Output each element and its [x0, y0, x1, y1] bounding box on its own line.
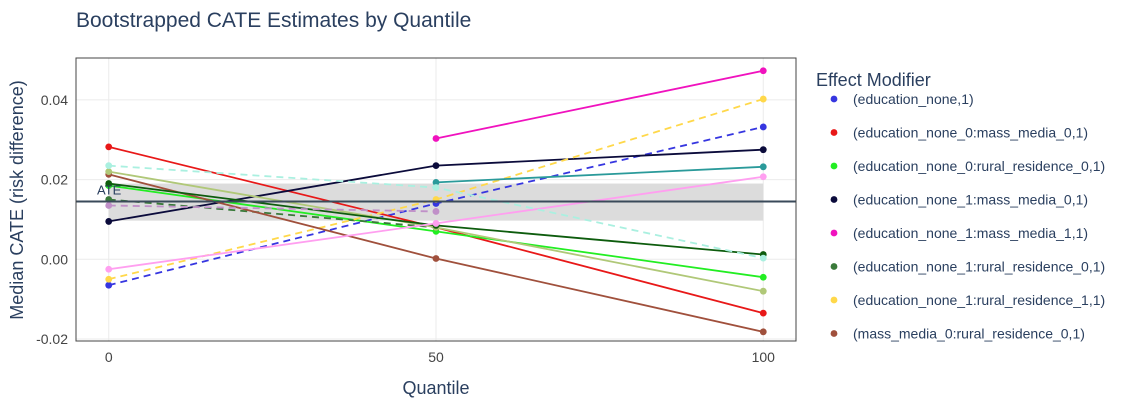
data-point[interactable]: [432, 162, 440, 170]
data-point[interactable]: [105, 143, 113, 151]
data-point[interactable]: [105, 162, 113, 170]
data-point[interactable]: [759, 146, 767, 154]
plot-border: [75, 57, 797, 342]
data-point[interactable]: [105, 168, 113, 175]
data-point[interactable]: [759, 328, 767, 336]
legend-marker: [830, 229, 838, 237]
legend-label: (education_none_1:mass_media_1,1): [853, 225, 1088, 241]
data-point[interactable]: [432, 220, 440, 227]
data-point[interactable]: [759, 123, 767, 131]
legend-item[interactable]: (education_none_1:rural_residence_1,1): [830, 292, 1106, 308]
series-line-13: [108, 204, 437, 213]
legend-label: (education_none_0:mass_media_0,1): [853, 125, 1088, 141]
data-point[interactable]: [759, 163, 767, 171]
x-tick-label: 0: [105, 349, 113, 365]
x-axis-title: Quantile: [402, 378, 469, 398]
series-12: [105, 162, 767, 262]
x-tick-label: 100: [752, 349, 776, 365]
data-point[interactable]: [105, 281, 113, 289]
legend-label: (education_none_1:rural_residence_1,1): [853, 292, 1105, 308]
data-point[interactable]: [432, 184, 440, 191]
legend-marker: [830, 196, 838, 203]
data-point[interactable]: [759, 254, 767, 262]
legend-item[interactable]: (education_none_1:mass_media_1,1): [830, 225, 1088, 241]
data-point[interactable]: [759, 95, 767, 103]
y-tick-label: 0.00: [41, 251, 68, 267]
ate-label: ATE: [97, 182, 122, 197]
legend-label: (mass_media_0:rural_residence_0,1): [853, 326, 1085, 342]
legend-marker: [830, 296, 838, 304]
data-point[interactable]: [759, 273, 767, 281]
chart-title: Bootstrapped CATE Estimates by Quantile: [76, 9, 471, 32]
legend-label: (education_none_1:mass_media_0,1): [853, 192, 1088, 208]
data-point[interactable]: [105, 180, 113, 187]
legend-item[interactable]: (education_none_0:rural_residence_0,1): [830, 158, 1106, 174]
series-line-4: [435, 69, 764, 140]
data-point[interactable]: [432, 178, 440, 186]
data-point[interactable]: [105, 202, 113, 209]
data-point[interactable]: [105, 218, 113, 225]
data-point[interactable]: [432, 208, 440, 215]
series-line-10: [435, 165, 764, 184]
data-point[interactable]: [105, 265, 113, 273]
y-tick-label: 0.04: [41, 92, 68, 108]
data-point[interactable]: [759, 67, 767, 75]
data-point[interactable]: [432, 255, 440, 262]
series-10: [432, 163, 767, 186]
legend-item[interactable]: (education_none_1:mass_media_0,1): [830, 192, 1088, 208]
legend-marker: [830, 162, 838, 170]
series-line-5: [108, 198, 437, 229]
data-point[interactable]: [759, 287, 767, 295]
legend-item[interactable]: (education_none_1:rural_residence_0,1): [830, 259, 1106, 275]
data-point[interactable]: [432, 135, 440, 142]
series-11: [105, 173, 767, 273]
legend-marker: [830, 263, 838, 270]
legend-label: (education_none_0:rural_residence_0,1): [853, 158, 1105, 174]
legend-label: (education_none_1:rural_residence_0,1): [853, 259, 1105, 275]
series-13: [105, 202, 440, 215]
legend-item[interactable]: (mass_media_0:rural_residence_0,1): [830, 326, 1085, 342]
legend: Effect Modifier (education_none,1) (educa…: [816, 70, 1105, 342]
legend-label: (education_none,1): [853, 91, 974, 107]
legend-item[interactable]: (education_none,1): [830, 91, 974, 107]
data-point[interactable]: [105, 275, 113, 283]
y-tick-label: 0.02: [41, 172, 68, 188]
legend-title: Effect Modifier: [816, 70, 931, 90]
legend-item[interactable]: (education_none_0:mass_media_0,1): [830, 125, 1088, 141]
legend-marker: [830, 330, 838, 337]
series-4: [432, 67, 767, 142]
legend-marker: [830, 129, 838, 136]
legend-marker: [830, 95, 838, 103]
series-6: [105, 95, 767, 283]
x-tick-label: 50: [428, 349, 444, 365]
data-point[interactable]: [759, 173, 767, 181]
data-point[interactable]: [759, 309, 767, 317]
y-axis-title: Median CATE (risk difference): [7, 80, 27, 319]
y-tick-label: -0.02: [36, 331, 68, 347]
